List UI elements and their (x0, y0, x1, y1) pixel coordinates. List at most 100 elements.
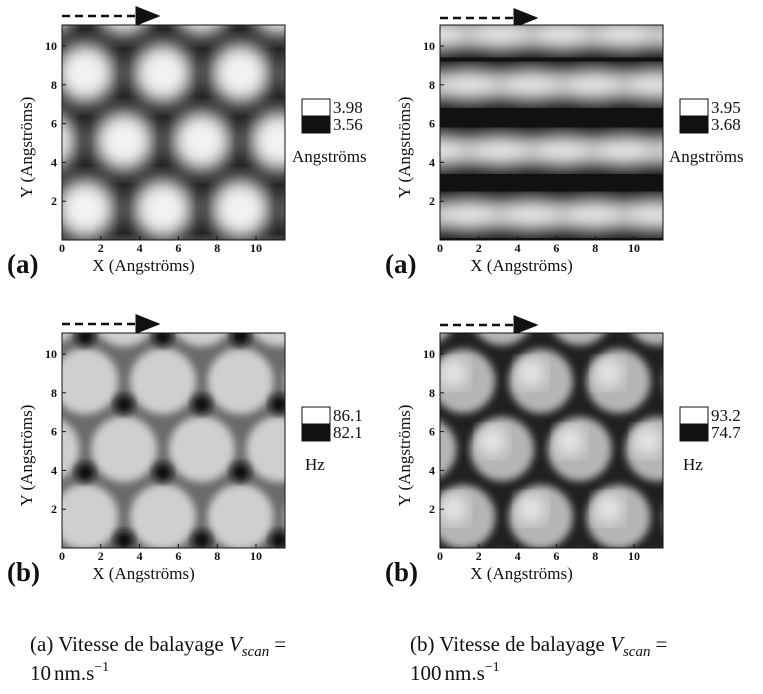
blob (62, 333, 73, 343)
y-tick-label: 2 (51, 194, 57, 208)
blob (664, 213, 728, 277)
blob (62, 178, 116, 240)
y-axis-label: Y (Angströms) (17, 97, 36, 199)
dark-point (308, 598, 327, 617)
colorbar-max-label: 93.2 (711, 406, 741, 425)
y-tick-label: 2 (429, 194, 435, 208)
blob (742, 213, 763, 277)
caption-symbol: V (610, 632, 625, 656)
caption-subscript: scan (242, 644, 270, 660)
x-tick-label: 10 (628, 549, 640, 563)
colorbar-max (679, 98, 709, 117)
panel-tag: (a) (385, 249, 416, 279)
blob (101, 25, 147, 36)
x-tick-label: 4 (137, 241, 143, 255)
y-axis-label: Y (Angströms) (17, 405, 36, 507)
band (616, 198, 663, 232)
caption-line: 10 nm.s−1 (30, 660, 109, 685)
blob (324, 552, 390, 618)
blob (750, 224, 763, 251)
scan-image (362, 213, 763, 590)
blob (440, 333, 450, 342)
x-tick-label: 2 (476, 549, 482, 563)
x-tick-label: 6 (553, 241, 559, 255)
dark-point (153, 598, 172, 617)
caption-equals: = (274, 632, 286, 656)
y-tick-label: 8 (429, 78, 435, 92)
band (679, 198, 757, 231)
image-frame (61, 332, 286, 549)
blob (62, 483, 119, 548)
scan-image (440, 18, 763, 240)
blob (711, 292, 738, 319)
y-tick-label: 4 (51, 463, 57, 477)
blob (401, 292, 428, 319)
blob (207, 483, 274, 548)
blob (556, 292, 583, 319)
y-tick-label: 8 (51, 386, 57, 400)
colorbar-unit: Hz (683, 455, 703, 474)
dark-point (191, 394, 212, 415)
blob (673, 224, 700, 251)
blob (711, 563, 738, 590)
blob (556, 427, 584, 455)
x-tick-label: 6 (553, 549, 559, 563)
panel-tag: (b) (7, 557, 40, 587)
band (710, 18, 763, 51)
band (440, 68, 508, 102)
scan-arrows (62, 6, 539, 335)
dark-point (114, 530, 134, 548)
x-tick-label: 10 (250, 241, 262, 255)
band (647, 25, 663, 48)
y-tick-label: 6 (51, 117, 57, 131)
caption-unit: nm.s (54, 661, 94, 685)
y-tick-label: 8 (429, 386, 435, 400)
colorbar-max (301, 98, 331, 117)
x-axis-label: X (Angströms) (470, 564, 572, 583)
colorbar-unit: Angströms (292, 147, 367, 166)
blob (62, 348, 119, 415)
blob (517, 359, 545, 387)
dark-point (153, 462, 173, 483)
y-tick-label: 6 (51, 425, 57, 439)
dark-point (386, 327, 405, 346)
band (492, 198, 570, 232)
y-tick-label: 2 (429, 502, 435, 516)
image-frame (439, 24, 664, 241)
dark-point (386, 598, 405, 617)
blob (252, 333, 285, 347)
blob (175, 333, 229, 347)
colorbar-max (679, 406, 709, 425)
blob (440, 359, 467, 387)
x-tick-label: 0 (437, 241, 443, 255)
caption-value: 10 (30, 661, 51, 685)
caption-text: Vitesse de balayage (439, 632, 605, 656)
y-tick-label: 4 (429, 155, 435, 169)
blob (517, 495, 545, 523)
x-tick-label: 0 (59, 241, 65, 255)
panel-tag: (a) (7, 249, 38, 279)
blob (210, 43, 271, 104)
y-tick-label: 4 (51, 155, 57, 169)
blob (249, 247, 309, 307)
colorbar-max-label: 86.1 (333, 406, 363, 425)
panel: 0 2 4 6 8 10 2 4 6 8 10 X (Angströms) Y (Angströms) (… (7, 259, 483, 618)
colorbar-max-label: 3.98 (333, 98, 363, 117)
blob (673, 495, 700, 522)
blob (634, 292, 661, 319)
blob (632, 333, 663, 346)
dark-point (37, 531, 56, 550)
blob (362, 224, 389, 251)
band (461, 25, 539, 51)
caption-equals: = (655, 632, 667, 656)
dark-point (270, 259, 289, 278)
blob (594, 359, 623, 387)
y-tick-label: 6 (429, 117, 435, 131)
x-tick-label: 0 (437, 549, 443, 563)
blob (478, 427, 506, 455)
caption-exponent: −1 (485, 660, 500, 675)
band (440, 198, 508, 232)
dark-point (464, 598, 483, 617)
y-tick-label: 6 (429, 425, 435, 439)
